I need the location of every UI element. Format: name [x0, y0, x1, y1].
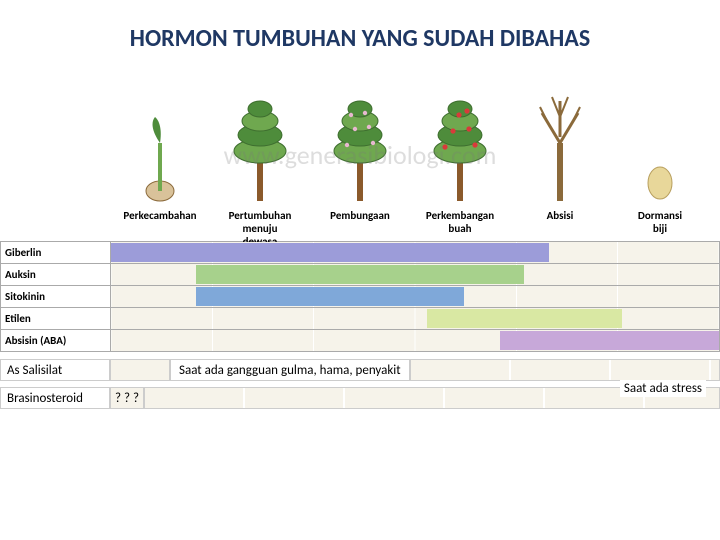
- extra-label: As Salisilat: [0, 359, 110, 381]
- stage-label: Pertumbuhan menuju dewasa: [229, 209, 292, 237]
- seed-icon: [640, 73, 680, 203]
- hormone-bar-cell: [111, 308, 720, 330]
- sprout-icon: [135, 73, 185, 203]
- hormone-bar: [427, 309, 622, 328]
- extra-spacer: [110, 359, 170, 381]
- hormone-row: Absisin (ABA): [1, 330, 720, 352]
- hormone-name: Etilen: [1, 308, 111, 330]
- stage-perkembangan: Perkembangan buah: [410, 67, 510, 237]
- extra-rows: As Salisilat Saat ada gangguan gulma, ha…: [0, 358, 720, 410]
- stage-pembungaan: Pembungaan: [310, 67, 410, 237]
- hormone-bar-cell: [111, 286, 720, 308]
- hormone-bar-cell: [111, 264, 720, 286]
- hormone-name: Sitokinin: [1, 286, 111, 308]
- tree-growing-icon: [225, 73, 295, 203]
- hormone-name: Absisin (ABA): [1, 330, 111, 352]
- hormone-name: Auksin: [1, 264, 111, 286]
- hormone-bar: [196, 287, 464, 306]
- hormone-table: GiberlinAuksinSitokininEtilenAbsisin (AB…: [0, 241, 720, 352]
- stage-pertumbuhan: Pertumbuhan menuju dewasa: [210, 67, 310, 237]
- hormone-bar: [500, 331, 719, 350]
- hormone-row: Giberlin: [1, 242, 720, 264]
- stage-dormansi: Dormansi biji: [610, 67, 710, 237]
- tree-flowering-icon: [325, 73, 395, 203]
- extra-row-salisilat: As Salisilat Saat ada gangguan gulma, ha…: [0, 358, 720, 382]
- extra-row-brasinosteroid: Brasinosteroid ? ? ?: [0, 386, 720, 410]
- hormone-row: Etilen: [1, 308, 720, 330]
- hormone-bar: [196, 265, 524, 284]
- stage-label: Dormansi biji: [638, 209, 682, 237]
- stage-absisi: Absisi: [510, 67, 610, 237]
- stages-row: www.generasibiologi.com Perkecambahan Pe…: [0, 67, 720, 237]
- extra-label: Brasinosteroid: [0, 387, 110, 409]
- stage-label: Perkecambahan: [123, 209, 196, 237]
- extra-question: ? ? ?: [110, 387, 144, 409]
- page-title: HORMON TUMBUHAN YANG SUDAH DIBAHAS: [0, 0, 720, 67]
- stress-label: Saat ada stress: [620, 380, 706, 397]
- extra-note: Saat ada gangguan gulma, hama, penyakit: [170, 359, 410, 381]
- hormone-bar: [111, 243, 549, 262]
- extra-fill: [410, 359, 720, 381]
- hormone-bar-cell: [111, 330, 720, 352]
- stage-label: Pembungaan: [330, 209, 390, 237]
- stage-label: Absisi: [547, 209, 574, 237]
- stage-label: Perkembangan buah: [426, 209, 494, 237]
- bare-tree-icon: [530, 73, 590, 203]
- hormone-bar-cell: [111, 242, 720, 264]
- tree-fruiting-icon: [425, 73, 495, 203]
- hormone-row: Sitokinin: [1, 286, 720, 308]
- stage-perkecambahan: Perkecambahan: [110, 67, 210, 237]
- hormone-name: Giberlin: [1, 242, 111, 264]
- hormone-row: Auksin: [1, 264, 720, 286]
